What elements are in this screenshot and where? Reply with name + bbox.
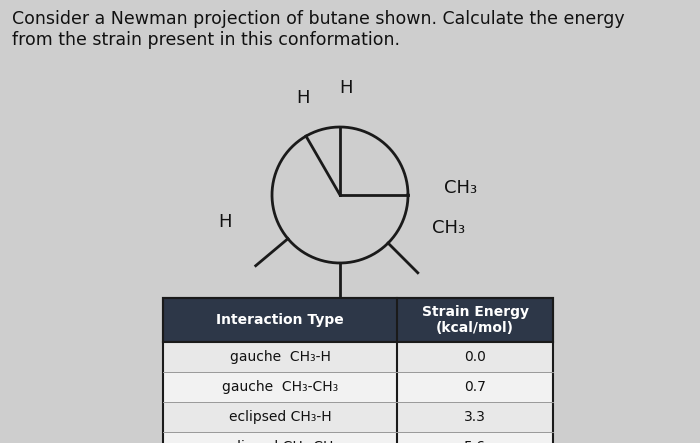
Text: H: H <box>296 89 309 107</box>
Bar <box>163 298 553 342</box>
Text: CH₃: CH₃ <box>432 219 465 237</box>
Text: 3.3: 3.3 <box>464 410 486 424</box>
Bar <box>163 372 553 402</box>
Text: H: H <box>340 79 353 97</box>
Text: eclipsed CH₃-CH₃: eclipsed CH₃-CH₃ <box>221 440 339 443</box>
Bar <box>163 298 553 443</box>
Bar <box>163 342 553 372</box>
Text: gauche  CH₃-CH₃: gauche CH₃-CH₃ <box>222 380 338 394</box>
Text: Consider a Newman projection of butane shown. Calculate the energy
from the stra: Consider a Newman projection of butane s… <box>12 10 624 49</box>
Text: 0.7: 0.7 <box>464 380 486 394</box>
Text: 0.0: 0.0 <box>464 350 486 364</box>
Bar <box>163 432 553 443</box>
Bar <box>163 402 553 432</box>
Text: H: H <box>300 306 314 324</box>
Text: CH₃: CH₃ <box>444 179 477 197</box>
Text: gauche  CH₃-H: gauche CH₃-H <box>230 350 330 364</box>
Text: eclipsed CH₃-H: eclipsed CH₃-H <box>229 410 331 424</box>
Text: 5.6: 5.6 <box>464 440 486 443</box>
Text: Strain Energy
(kcal/mol): Strain Energy (kcal/mol) <box>421 305 528 335</box>
Text: Interaction Type: Interaction Type <box>216 313 344 327</box>
Text: H: H <box>218 213 232 231</box>
